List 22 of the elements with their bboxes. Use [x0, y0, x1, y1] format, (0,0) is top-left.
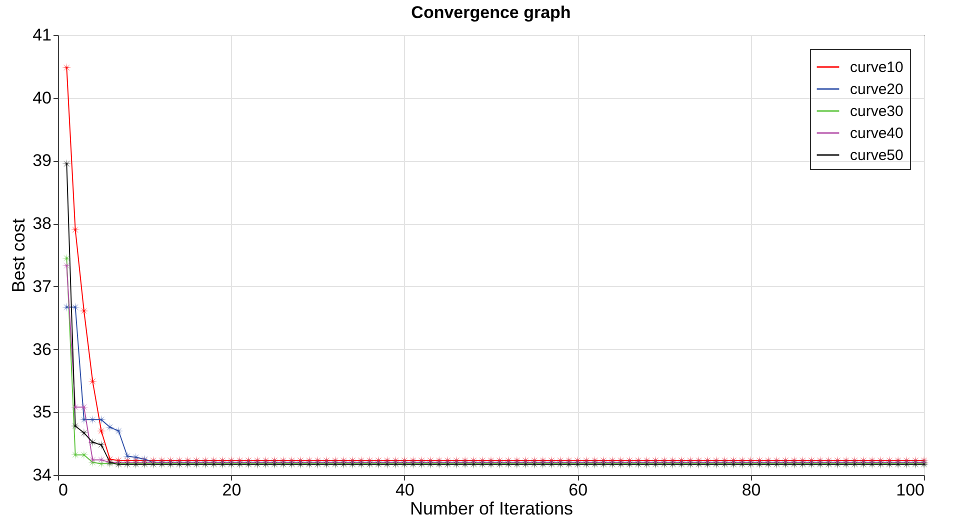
x-tick-label: 20 — [222, 480, 242, 500]
y-tick-label: 37 — [32, 276, 52, 296]
x-tick-label: 60 — [568, 480, 588, 500]
legend-label: curve40 — [850, 125, 904, 142]
x-tick-label: 0 — [58, 480, 68, 500]
y-tick-label: 34 — [32, 466, 52, 484]
x-tick-label: 80 — [742, 480, 761, 500]
legend-label: curve30 — [850, 103, 904, 120]
legend-label: curve50 — [850, 147, 904, 164]
y-tick-label: 35 — [32, 402, 52, 422]
y-axis-title: Best cost — [8, 218, 29, 293]
x-axis-title: Number of Iterations — [410, 498, 574, 518]
x-tick-label: 40 — [395, 480, 414, 500]
legend-label: curve10 — [850, 59, 904, 76]
y-tick-label: 39 — [32, 151, 52, 170]
y-tick-label: 41 — [32, 26, 52, 44]
y-tick-label: 40 — [32, 88, 52, 108]
legend-label: curve20 — [850, 81, 904, 98]
y-tick-label: 38 — [32, 214, 52, 234]
x-tick-label: 100 — [896, 480, 924, 500]
chart-title: Convergence graph — [411, 3, 571, 22]
y-tick-label: 36 — [32, 340, 52, 359]
